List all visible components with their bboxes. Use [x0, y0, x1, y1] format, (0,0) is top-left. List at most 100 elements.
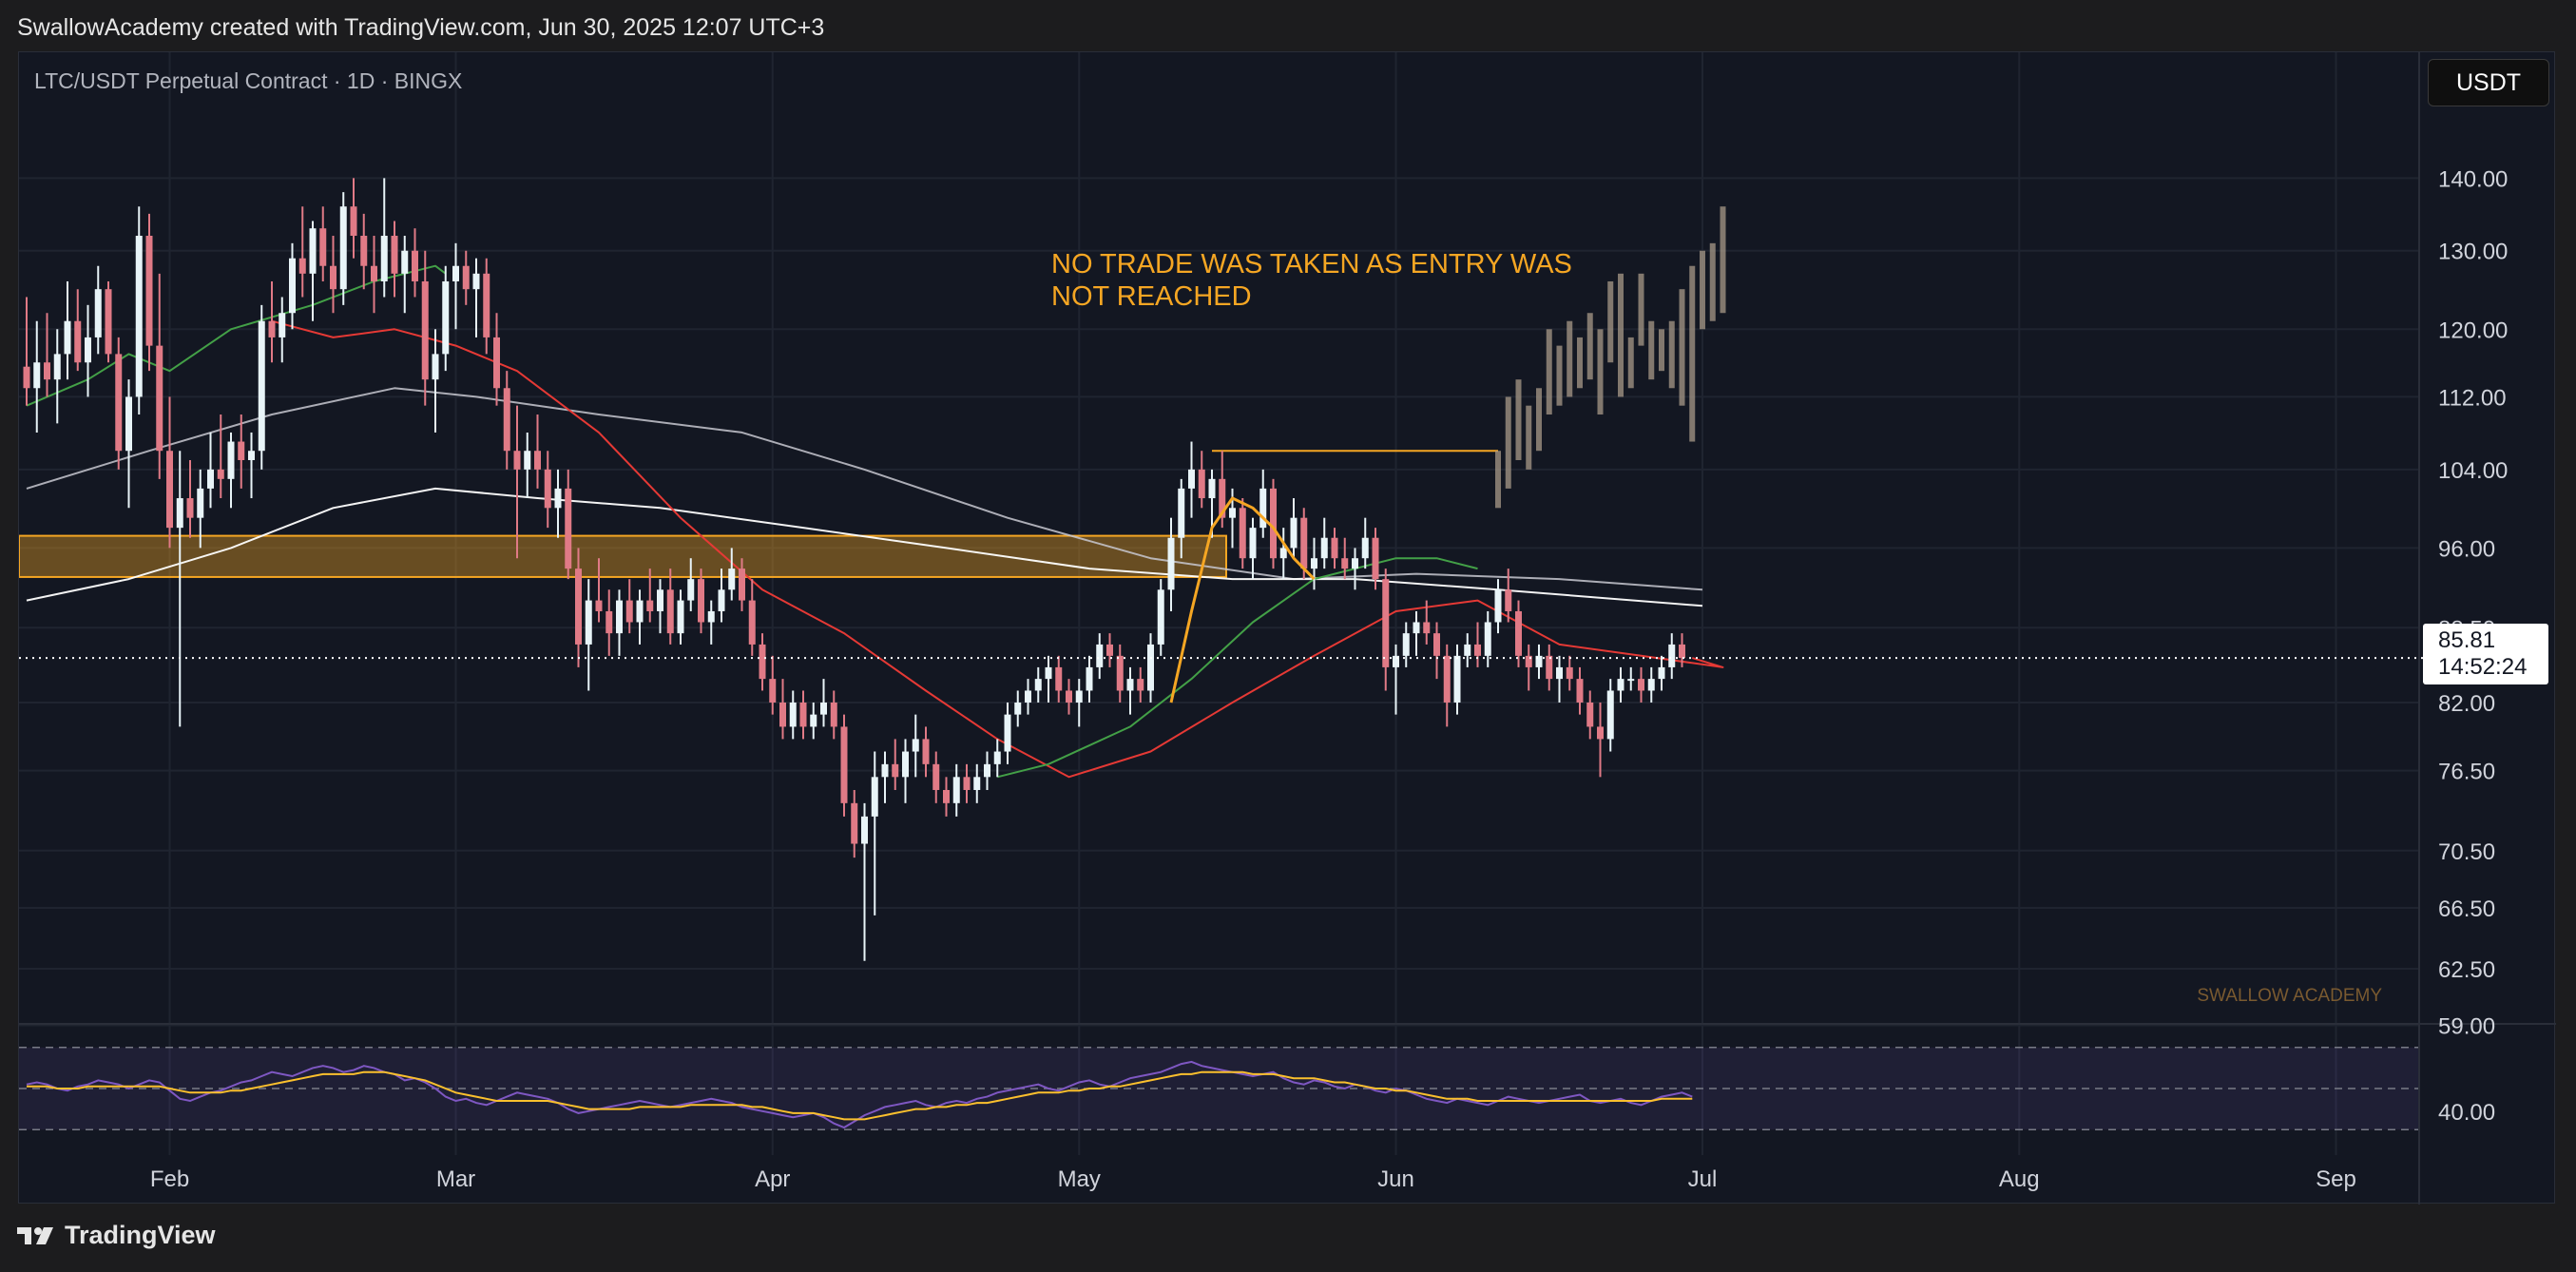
price-tick-label: 59.00	[2438, 1013, 2495, 1039]
candle-body	[1045, 666, 1052, 680]
pattern-arc	[1169, 496, 1316, 703]
candle-body	[1137, 679, 1144, 691]
candle-body	[309, 228, 317, 274]
candle-body	[575, 569, 582, 645]
projection-bar	[1648, 320, 1655, 380]
candle-body	[1249, 528, 1257, 559]
candle-body	[544, 469, 551, 509]
symbol-title: LTC/USDT Perpetual Contract · 1D · BINGX	[34, 68, 462, 93]
price-tick-label: 120.00	[2438, 318, 2508, 343]
candle-body	[1464, 644, 1471, 656]
tradingview-logo-icon	[17, 1226, 53, 1244]
candle-body	[1300, 517, 1308, 569]
candle-body	[1647, 679, 1655, 691]
sma-line-b	[26, 487, 1703, 607]
projection-bar	[1515, 379, 1522, 460]
candle-body	[1413, 622, 1420, 634]
candle-body	[1198, 469, 1205, 499]
candle-body	[186, 498, 194, 518]
candle-body	[85, 337, 91, 363]
rsi-line	[26, 1060, 1693, 1129]
candle-body	[1535, 655, 1543, 667]
projection-bar	[1668, 320, 1675, 389]
bar-countdown: 14:52:24	[2438, 654, 2528, 680]
projection-bar	[1689, 265, 1696, 442]
candle-body	[1576, 679, 1584, 703]
projection-bar	[1536, 388, 1542, 452]
candle-body	[1014, 702, 1022, 715]
candle-body	[851, 802, 858, 844]
candle-body	[493, 337, 500, 389]
candle-body	[748, 600, 756, 645]
candle-body	[125, 396, 132, 452]
candle-body	[432, 354, 439, 380]
candle-body	[279, 313, 286, 337]
candle-body	[330, 265, 336, 290]
candle-body	[1515, 610, 1522, 656]
candle-body	[1270, 488, 1277, 559]
candle-body	[380, 235, 388, 281]
candle-body	[350, 206, 357, 236]
projection-bar	[1679, 289, 1685, 406]
price-tick-label: 70.50	[2438, 839, 2495, 865]
candle-body	[759, 644, 766, 680]
rsi-signal-line	[27, 1070, 1693, 1121]
candle-body	[1361, 537, 1369, 559]
candle-body	[687, 579, 695, 601]
candle-body	[892, 763, 899, 778]
candle-body	[1126, 679, 1134, 691]
candle-body	[289, 258, 296, 314]
candle-body	[1597, 726, 1604, 740]
candle-body	[912, 739, 919, 752]
candle-body	[94, 289, 102, 337]
candle-body	[452, 265, 459, 281]
price-tick-label: 62.50	[2438, 957, 2495, 983]
projection-bar	[1586, 313, 1593, 380]
chart-area[interactable]: NO TRADE WAS TAKEN AS ENTRY WAS NOT REACH…	[18, 51, 2556, 1205]
candle-body	[779, 702, 786, 727]
candle-body	[1494, 589, 1502, 623]
candle-body	[197, 488, 204, 518]
candle-body	[677, 600, 684, 634]
candle-body	[1331, 537, 1338, 559]
candle-body	[513, 451, 521, 470]
candle-body	[1341, 558, 1349, 569]
brand-text: TradingView	[65, 1221, 216, 1249]
rsi-pane	[19, 1023, 2556, 1130]
candle-body	[871, 777, 878, 817]
candle-body	[789, 702, 797, 727]
projection-bar	[1495, 451, 1501, 509]
currency-button[interactable]: USDT	[2428, 59, 2549, 106]
projection-bar	[1526, 405, 1532, 470]
candle-body	[1320, 537, 1328, 559]
footer-bar	[0, 1204, 2576, 1272]
candle-body	[565, 488, 572, 569]
candle-body	[1638, 679, 1644, 691]
candle-body	[1025, 690, 1031, 703]
price-tick-label: 130.00	[2438, 240, 2508, 265]
candle-body	[1627, 679, 1635, 682]
price-tick-label: 82.00	[2438, 691, 2495, 717]
candle-body	[401, 250, 409, 274]
candle-body	[227, 441, 235, 479]
candle-body	[973, 777, 981, 790]
candle-body	[503, 388, 510, 452]
candle-body	[769, 679, 777, 703]
candle-body	[1423, 622, 1431, 634]
projection-bar	[1577, 337, 1583, 389]
candle-body	[74, 320, 82, 363]
candle-body	[861, 816, 868, 844]
tradingview-logo[interactable]: TradingView	[17, 1221, 216, 1250]
ema-red-line	[271, 319, 1724, 779]
candle-body	[23, 366, 30, 389]
candle-body	[412, 250, 418, 281]
sma-line-a	[26, 387, 1703, 591]
candle-body	[176, 498, 183, 529]
candle-body	[1106, 644, 1113, 656]
candle-body	[339, 206, 347, 290]
candle-body	[840, 726, 848, 803]
candle-body	[258, 320, 265, 452]
price-tick-label: 140.00	[2438, 166, 2508, 192]
